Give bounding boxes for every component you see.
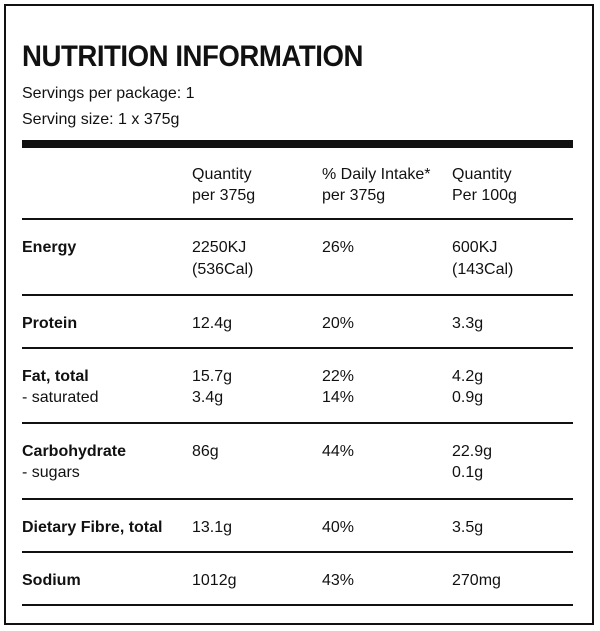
row-divider — [22, 604, 573, 606]
sodium-quantity-375: 1012g — [192, 572, 237, 589]
sodium-label: Sodium — [22, 572, 81, 589]
row-divider — [22, 498, 573, 500]
fat-quantity-375: 15.7g — [192, 368, 233, 385]
sugars-quantity-100: 0.1g — [452, 464, 484, 481]
serving-size: Serving size: 1 x 375g — [22, 111, 180, 128]
energy-daily-intake: 26% — [322, 239, 355, 256]
protein-label: Protein — [22, 315, 78, 332]
col-header-quantity-375-line2: per 375g — [192, 187, 256, 204]
nutrition-panel — [4, 4, 594, 625]
carbohydrate-label: Carbohydrate — [22, 443, 127, 460]
carbohydrate-quantity-100: 22.9g — [452, 443, 493, 460]
fat-quantity-100: 4.2g — [452, 368, 484, 385]
row-divider — [22, 218, 573, 220]
col-header-daily-intake-line1: % Daily Intake* — [322, 166, 431, 183]
panel-title: NUTRITION INFORMATION — [22, 40, 363, 73]
fat-daily-intake: 22% — [322, 368, 355, 385]
energy-quantity-100-cal: (143Cal) — [452, 261, 514, 278]
col-header-quantity-100-line1: Quantity — [452, 166, 512, 183]
servings-per-package: Servings per package: 1 — [22, 85, 195, 102]
saturated-fat-quantity-100: 0.9g — [452, 389, 484, 406]
col-header-quantity-100-line2: Per 100g — [452, 187, 517, 204]
energy-quantity-375: 2250KJ — [192, 239, 247, 256]
protein-daily-intake: 20% — [322, 315, 355, 332]
dietary-fibre-quantity-100: 3.5g — [452, 519, 484, 536]
saturated-fat-daily-intake: 14% — [322, 389, 355, 406]
fat-label: Fat, total — [22, 368, 89, 385]
header-divider — [22, 140, 573, 148]
dietary-fibre-daily-intake: 40% — [322, 519, 355, 536]
sodium-quantity-100: 270mg — [452, 572, 501, 589]
protein-quantity-375: 12.4g — [192, 315, 233, 332]
row-divider — [22, 294, 573, 296]
dietary-fibre-label: Dietary Fibre, total — [22, 519, 163, 536]
row-divider — [22, 347, 573, 349]
dietary-fibre-quantity-375: 13.1g — [192, 519, 233, 536]
col-header-daily-intake-line2: per 375g — [322, 187, 386, 204]
row-divider — [22, 422, 573, 424]
energy-quantity-100: 600KJ — [452, 239, 498, 256]
energy-label: Energy — [22, 239, 77, 256]
energy-quantity-375-cal: (536Cal) — [192, 261, 254, 278]
col-header-quantity-375-line1: Quantity — [192, 166, 252, 183]
row-divider — [22, 551, 573, 553]
sodium-daily-intake: 43% — [322, 572, 355, 589]
sugars-label: - sugars — [22, 464, 80, 481]
carbohydrate-daily-intake: 44% — [322, 443, 355, 460]
saturated-fat-quantity-375: 3.4g — [192, 389, 224, 406]
carbohydrate-quantity-375: 86g — [192, 443, 219, 460]
protein-quantity-100: 3.3g — [452, 315, 484, 332]
saturated-fat-label: - saturated — [22, 389, 99, 406]
